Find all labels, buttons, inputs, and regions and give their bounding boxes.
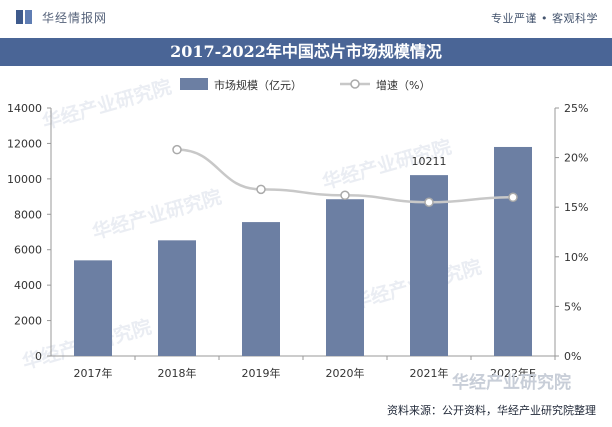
title-bar — [0, 38, 612, 66]
logo-icon — [16, 8, 34, 26]
x-tick-label: 2022年E — [490, 366, 536, 380]
bar — [326, 199, 364, 356]
y-left-tick-label: 14000 — [7, 102, 42, 115]
legend-label-bar: 市场规模（亿元） — [214, 78, 302, 92]
growth-point — [424, 197, 434, 207]
x-tick-label: 2020年 — [326, 366, 365, 380]
y-left-tick-label: 8000 — [14, 208, 42, 221]
top-bar: 华经情报网 专业严谨 • 客观科学 — [0, 0, 612, 40]
legend-swatch-bar — [180, 78, 208, 90]
y-left-tick-label: 10000 — [7, 173, 42, 186]
data-label: 10211 — [412, 155, 447, 168]
y-left-tick-label: 6000 — [14, 244, 42, 257]
y-left-tick-label: 2000 — [14, 315, 42, 328]
y-right-tick-label: 20% — [564, 152, 588, 165]
growth-point — [256, 184, 266, 195]
y-right-tick-label: 0% — [564, 350, 581, 363]
watermark-corner: 华经产业研究院 — [452, 373, 571, 393]
source-note: 资料来源：公开资料，华经产业研究院整理 — [387, 404, 596, 417]
y-left-tick-label: 0 — [35, 350, 42, 363]
legend-swatch-point — [350, 79, 360, 89]
growth-point — [340, 190, 350, 201]
legend-label-line: 增速（%） — [376, 78, 430, 92]
bar — [242, 222, 280, 356]
y-right-tick-label: 15% — [564, 201, 588, 214]
y-right-tick-label: 5% — [564, 300, 581, 313]
growth-point — [508, 192, 518, 203]
x-tick-label: 2019年 — [242, 366, 281, 380]
growth-point — [172, 144, 182, 155]
tagline: 专业严谨 • 客观科学 — [491, 12, 598, 25]
y-right-tick-label: 25% — [564, 102, 588, 115]
y-right-tick-label: 10% — [564, 251, 588, 264]
bar — [494, 146, 532, 356]
y-left-tick-label: 4000 — [14, 279, 42, 292]
x-tick-label: 2018年 — [158, 366, 197, 380]
bar — [158, 240, 196, 356]
x-tick-label: 2017年 — [74, 366, 113, 380]
y-left-tick-label: 12000 — [7, 137, 42, 150]
logo-text: 华经情报网 — [42, 10, 108, 25]
bar — [74, 260, 112, 356]
chart-title: 2017-2022年中国芯片市场规模情况 — [170, 42, 442, 61]
logo: 华经情报网 — [16, 8, 107, 26]
x-tick-label: 2021年 — [410, 366, 449, 380]
